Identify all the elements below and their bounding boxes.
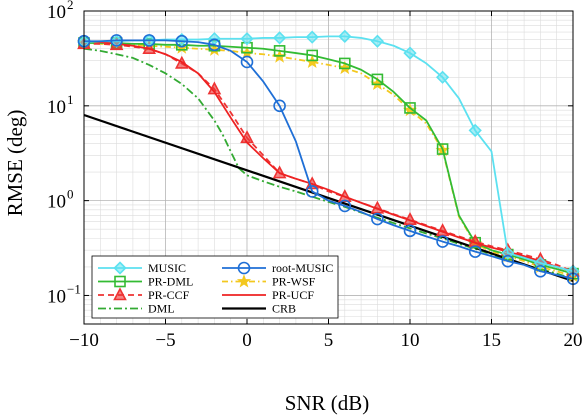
series-pr-ucf	[83, 40, 574, 273]
legend-label-pr-ccf: PR-CCF	[148, 288, 190, 302]
data-point-root-music	[175, 34, 189, 48]
data-point-root-music	[468, 245, 482, 258]
data-point-music	[305, 30, 319, 44]
legend: MUSIC root-MUSIC PR-DML PR-WSF PR-CCF PR-UCF D…	[91, 255, 339, 319]
legend-label-music: MUSIC	[148, 261, 186, 275]
data-point-music	[272, 31, 287, 45]
data-point-pr-dml	[306, 49, 319, 62]
data-point-music	[403, 46, 417, 60]
data-point-pr-dml	[436, 143, 449, 155]
legend-label-dml: DML	[148, 302, 175, 316]
data-point-music	[435, 70, 450, 84]
y-tick-label: 10	[47, 286, 66, 307]
data-point-music	[338, 29, 352, 44]
legend-item-pr-ccf: PR-CCF	[98, 287, 190, 302]
legend-marker-pr-ccf	[113, 287, 127, 301]
x-tick-labels: −10 −5 0 5 10 15 20	[69, 330, 582, 351]
y-axis-label: RMSE (deg)	[3, 110, 27, 217]
x-tick-label: −5	[155, 330, 175, 351]
y-tick-label: 10	[47, 192, 66, 213]
data-point-root-music	[403, 224, 417, 238]
legend-item-music: MUSIC	[98, 261, 186, 275]
legend-item-pr-dml: PR-DML	[98, 275, 193, 289]
data-point-root-music	[208, 38, 221, 52]
y-tick-label: 10	[47, 97, 66, 118]
series-line-root-music	[84, 39, 574, 280]
legend-label-crb: CRB	[272, 302, 296, 316]
legend-marker-pr-dml	[114, 275, 126, 288]
legend-label-pr-ucf: PR-UCF	[272, 288, 314, 302]
data-point-root-music	[273, 99, 286, 113]
x-tick-label: 20	[564, 330, 583, 351]
data-point-music	[370, 34, 385, 48]
legend-label-pr-wsf: PR-WSF	[272, 275, 316, 289]
x-tick-label: 15	[482, 330, 501, 351]
x-tick-label: 10	[401, 330, 420, 351]
y-tick-label-exponent: 0	[67, 187, 74, 202]
data-point-music	[240, 32, 254, 46]
y-tick-label-exponent: 2	[67, 0, 74, 12]
data-point-root-music	[240, 55, 254, 69]
data-point-music	[468, 123, 482, 138]
legend-item-crb: CRB	[222, 302, 296, 316]
series-line-crb	[83, 113, 574, 283]
legend-marker-root-music	[237, 261, 251, 275]
data-point-pr-dml	[273, 45, 286, 57]
data-point-root-music	[501, 254, 515, 268]
legend-marker-pr-wsf	[236, 274, 252, 288]
series-line-pr-wsf	[83, 42, 574, 277]
series-layer	[76, 29, 581, 286]
data-point-root-music	[436, 235, 449, 248]
legend-label-pr-dml: PR-DML	[148, 275, 193, 289]
legend-item-pr-wsf: PR-WSF	[222, 274, 316, 289]
series-crb	[83, 113, 574, 283]
data-point-root-music	[534, 264, 547, 278]
axis-ticks	[83, 10, 574, 324]
x-tick-label: 0	[242, 330, 252, 351]
data-point-root-music	[110, 34, 123, 47]
data-point-root-music	[142, 34, 156, 47]
y-tick-label: 10	[47, 2, 66, 23]
y-tick-label-exponent: 1	[67, 92, 74, 107]
data-point-root-music	[305, 185, 319, 198]
legend-marker-music	[113, 261, 127, 275]
legend-item-root-music: root-MUSIC	[222, 261, 333, 275]
x-axis-label: SNR (dB)	[285, 391, 370, 415]
legend-item-dml: DML	[98, 302, 175, 316]
data-point-root-music	[371, 212, 384, 226]
series-line-pr-dml	[84, 42, 574, 275]
legend-label-root-music: root-MUSIC	[272, 261, 333, 275]
x-tick-label: −10	[69, 330, 99, 351]
data-point-pr-dml	[338, 57, 351, 70]
x-tick-label: 5	[324, 330, 334, 351]
data-point-pr-dml	[404, 102, 416, 114]
data-point-pr-dml	[371, 73, 384, 86]
y-tick-label-exponent: −1	[67, 281, 81, 296]
series-line-pr-ucf	[83, 40, 574, 273]
legend-item-pr-ucf: PR-UCF	[222, 288, 314, 302]
data-point-root-music	[338, 199, 352, 213]
